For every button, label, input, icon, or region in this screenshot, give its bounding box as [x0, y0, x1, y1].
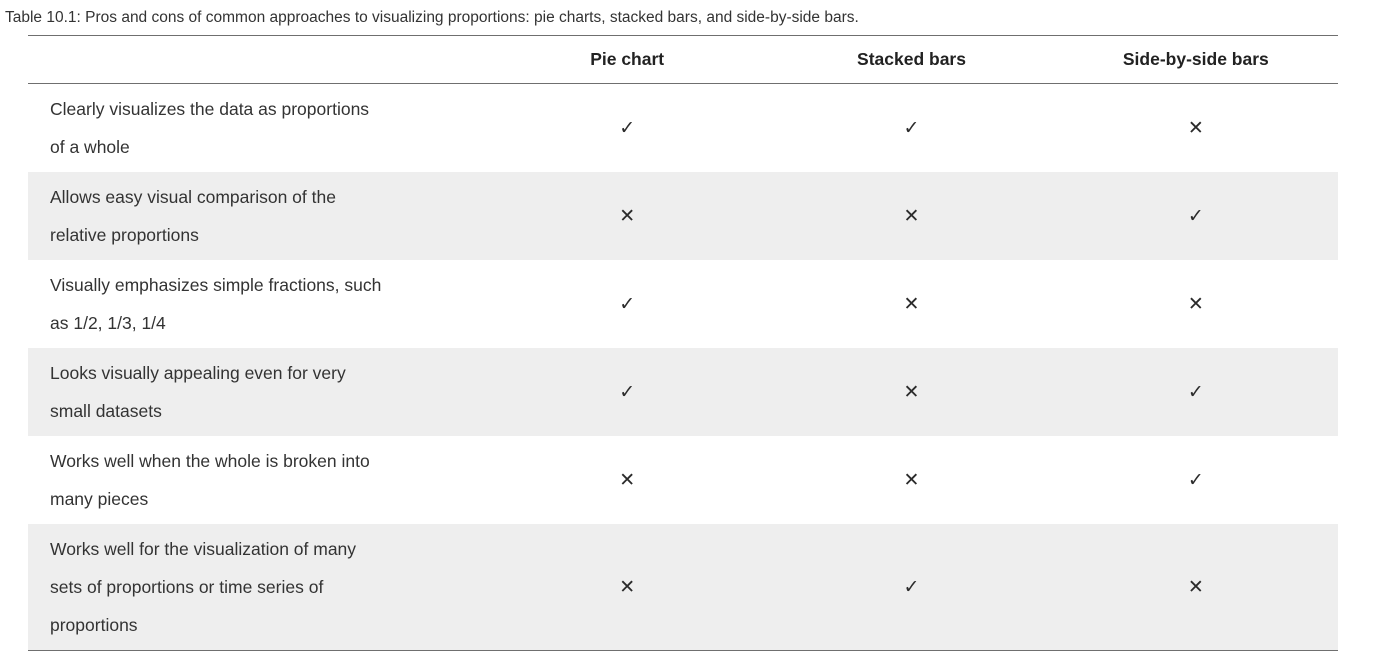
table-row: Clearly visualizes the data as proportio…	[28, 84, 1338, 173]
check-mark: ✓	[619, 117, 636, 139]
cross-mark: ✕	[903, 381, 920, 403]
check-mark: ✓	[769, 524, 1054, 651]
criterion-cell: Looks visually appealing even for very s…	[50, 363, 346, 421]
cross-mark: ✕	[903, 205, 920, 227]
criterion-column-header	[28, 35, 485, 84]
cross-mark: ✕	[903, 469, 920, 491]
table-row: Allows easy visual comparison of the rel…	[28, 172, 1338, 260]
column-header-stacked-bars: Stacked bars	[769, 35, 1054, 84]
cross-mark: ✕	[903, 293, 920, 315]
check-mark: ✓	[1187, 381, 1204, 403]
table-head: Pie chart Stacked bars Side-by-side bars	[28, 35, 1338, 84]
table-caption: Table 10.1: Pros and cons of common appr…	[5, 9, 859, 26]
table-row: Works well when the whole is broken into…	[28, 436, 1338, 524]
table-row: Looks visually appealing even for very s…	[28, 348, 1338, 436]
criterion-cell: Clearly visualizes the data as proportio…	[50, 99, 370, 157]
check-mark: ✓	[619, 293, 636, 315]
table-row: Visually emphasizes simple fractions, su…	[28, 260, 1338, 348]
check-mark: ✓	[619, 381, 636, 403]
criterion-cell: Works well when the whole is broken into…	[50, 451, 370, 509]
cross-mark: ✕	[485, 524, 770, 651]
column-header-pie-chart: Pie chart	[485, 35, 770, 84]
cross-mark: ✕	[619, 205, 636, 227]
cross-mark: ✕	[1187, 117, 1204, 139]
table-body: Clearly visualizes the data as proportio…	[28, 84, 1338, 651]
check-mark: ✓	[1187, 205, 1204, 227]
check-mark: ✓	[903, 117, 920, 139]
cross-mark: ✕	[1187, 293, 1204, 315]
criterion-cell: Allows easy visual comparison of the rel…	[50, 187, 336, 245]
criterion-cell: Works well for the visualization of many…	[28, 524, 485, 651]
header-row: Pie chart Stacked bars Side-by-side bars	[28, 35, 1338, 84]
column-header-side-by-side-bars: Side-by-side bars	[1053, 35, 1338, 84]
pros-cons-table: Pie chart Stacked bars Side-by-side bars C…	[28, 35, 1338, 651]
table-row: Works well for the visualization of many…	[28, 524, 1338, 651]
cross-mark: ✕	[1053, 524, 1338, 651]
check-mark: ✓	[1187, 469, 1204, 491]
criterion-cell: Visually emphasizes simple fractions, su…	[50, 275, 382, 333]
cross-mark: ✕	[619, 469, 636, 491]
